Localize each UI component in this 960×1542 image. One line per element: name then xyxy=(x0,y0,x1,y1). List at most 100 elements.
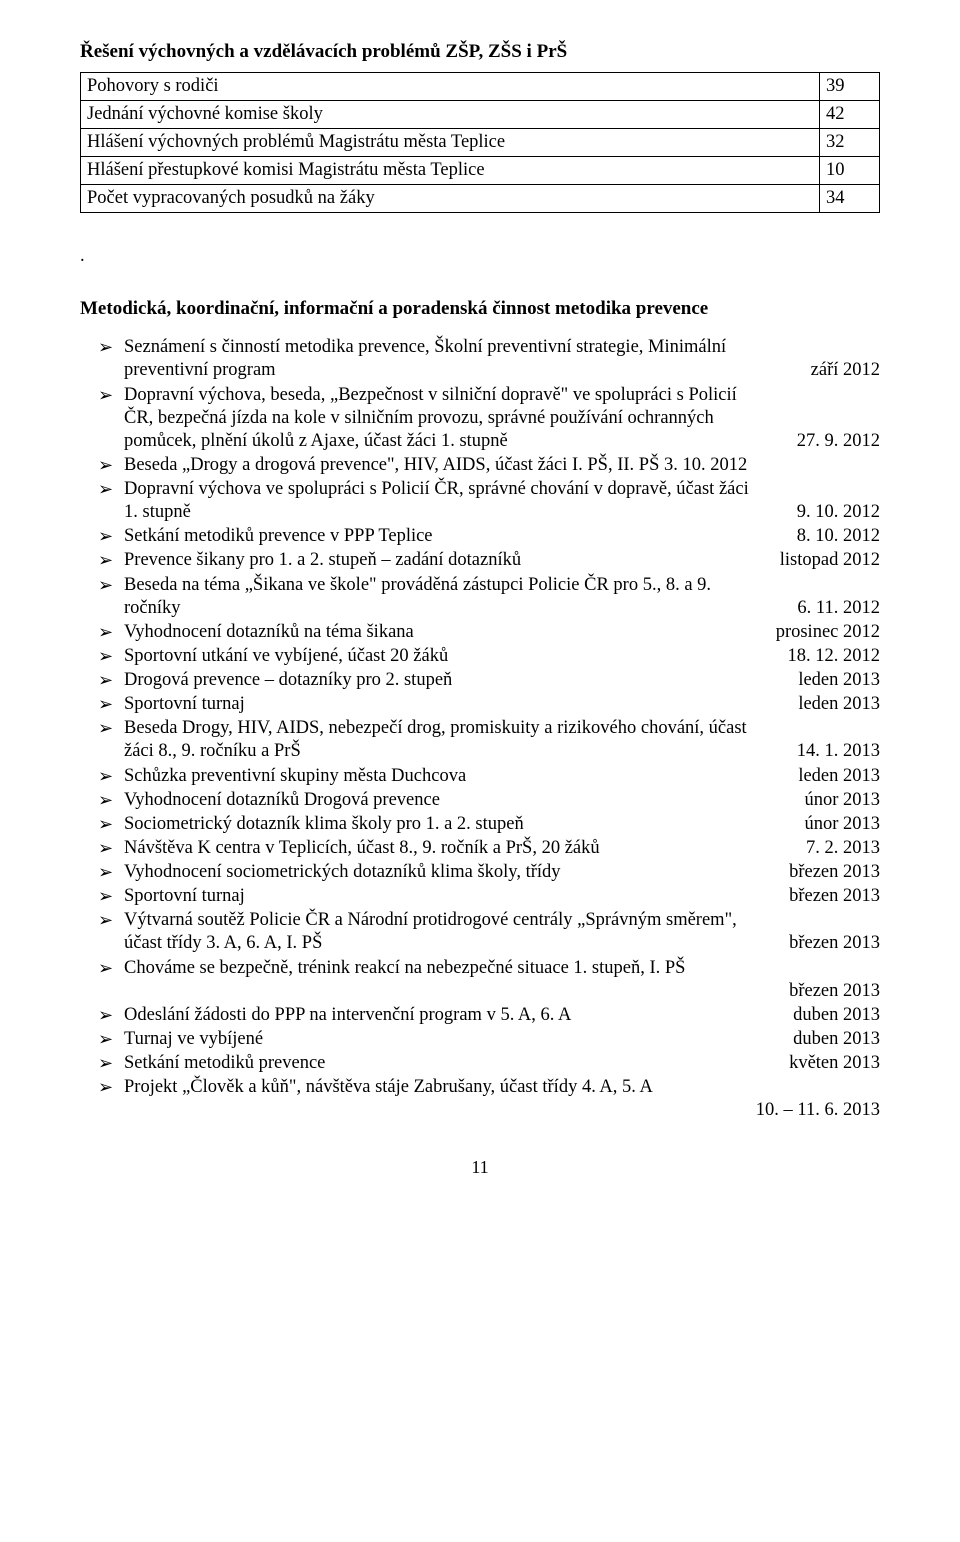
list-item: Vyhodnocení dotazníků na téma šikanapros… xyxy=(124,621,880,644)
list-text: Sportovní turnaj xyxy=(124,693,790,716)
list-date: březen 2013 xyxy=(781,861,880,884)
list-date: březen 2013 xyxy=(781,980,880,1003)
list-item: Vyhodnocení sociometrických dotazníků kl… xyxy=(124,861,880,884)
list-line: Vyhodnocení dotazníků na téma šikanapros… xyxy=(124,621,880,644)
list-date: březen 2013 xyxy=(781,885,880,908)
list-line: Odeslání žádosti do PPP na intervenční p… xyxy=(124,1004,880,1027)
list-date: únor 2013 xyxy=(796,789,880,812)
table-cell-value: 34 xyxy=(820,185,880,213)
table-row: Pohovory s rodiči39 xyxy=(81,72,880,100)
list-item: Prevence šikany pro 1. a 2. stupeň – zad… xyxy=(124,549,880,572)
list-line: Projekt „Člověk a kůň", návštěva stáje Z… xyxy=(124,1076,880,1099)
table-cell-label: Počet vypracovaných posudků na žáky xyxy=(81,185,820,213)
list-text: žáci 8., 9. ročníku a PrŠ xyxy=(124,740,789,763)
list-line: Dopravní výchova ve spolupráci s Policií… xyxy=(124,478,880,501)
list-line: Vyhodnocení dotazníků Drogová prevenceún… xyxy=(124,789,880,812)
list-item: Vyhodnocení dotazníků Drogová prevenceún… xyxy=(124,789,880,812)
list-item: Setkání metodiků prevencekvěten 2013 xyxy=(124,1052,880,1075)
list-text: Setkání metodiků prevence v PPP Teplice xyxy=(124,525,789,548)
list-date: 6. 11. 2012 xyxy=(789,597,880,620)
list-line: 1. stupně9. 10. 2012 xyxy=(124,501,880,524)
list-item: Setkání metodiků prevence v PPP Teplice8… xyxy=(124,525,880,548)
list-item: Sportovní turnajleden 2013 xyxy=(124,693,880,716)
list-item: Beseda na téma „Šikana ve škole" provádě… xyxy=(124,574,880,620)
list-text: Schůzka preventivní skupiny města Duchco… xyxy=(124,765,790,788)
list-text: pomůcek, plnění úkolů z Ajaxe, účast žác… xyxy=(124,430,789,453)
list-date: prosinec 2012 xyxy=(768,621,880,644)
table-cell-label: Hlášení výchovných problémů Magistrátu m… xyxy=(81,129,820,157)
list-text: Výtvarná soutěž Policie ČR a Národní pro… xyxy=(124,909,880,932)
problems-table: Pohovory s rodiči39Jednání výchovné komi… xyxy=(80,72,880,214)
list-line: Beseda Drogy, HIV, AIDS, nebezpečí drog,… xyxy=(124,717,880,740)
list-line: ročníky6. 11. 2012 xyxy=(124,597,880,620)
list-item: Beseda Drogy, HIV, AIDS, nebezpečí drog,… xyxy=(124,717,880,763)
list-item: Sociometrický dotazník klima školy pro 1… xyxy=(124,813,880,836)
list-item: Odeslání žádosti do PPP na intervenční p… xyxy=(124,1004,880,1027)
table-cell-value: 10 xyxy=(820,157,880,185)
list-line: žáci 8., 9. ročníku a PrŠ14. 1. 2013 xyxy=(124,740,880,763)
list-text: Sportovní turnaj xyxy=(124,885,781,908)
list-line: Beseda „Drogy a drogová prevence", HIV, … xyxy=(124,454,880,477)
list-text: Seznámení s činností metodika prevence, … xyxy=(124,336,880,359)
list-line: Sportovní turnajbřezen 2013 xyxy=(124,885,880,908)
list-item: Schůzka preventivní skupiny města Duchco… xyxy=(124,765,880,788)
list-date: březen 2013 xyxy=(781,932,880,955)
list-item: Výtvarná soutěž Policie ČR a Národní pro… xyxy=(124,909,880,955)
list-text: Dopravní výchova, beseda, „Bezpečnost v … xyxy=(124,384,880,407)
list-line: účast třídy 3. A, 6. A, I. PŠbřezen 2013 xyxy=(124,932,880,955)
list-line: Setkání metodiků prevencekvěten 2013 xyxy=(124,1052,880,1075)
list-text: ročníky xyxy=(124,597,789,620)
list-line: Návštěva K centra v Teplicích, účast 8.,… xyxy=(124,837,880,860)
list-line: Beseda na téma „Šikana ve škole" provádě… xyxy=(124,574,880,597)
list-text: Setkání metodiků prevence xyxy=(124,1052,781,1075)
list-text: preventivní program xyxy=(124,359,803,382)
list-line: 10. – 11. 6. 2013 xyxy=(124,1099,880,1122)
table-row: Hlášení výchovných problémů Magistrátu m… xyxy=(81,129,880,157)
list-date: květen 2013 xyxy=(781,1052,880,1075)
list-text: Beseda na téma „Šikana ve škole" provádě… xyxy=(124,574,880,597)
list-date: leden 2013 xyxy=(790,669,880,692)
list-item: Turnaj ve vybíjenéduben 2013 xyxy=(124,1028,880,1051)
list-date: září 2012 xyxy=(803,359,880,382)
table-row: Hlášení přestupkové komisi Magistrátu mě… xyxy=(81,157,880,185)
list-text: Chováme se bezpečně, trénink reakcí na n… xyxy=(124,957,880,980)
list-text: Vyhodnocení dotazníků na téma šikana xyxy=(124,621,768,644)
list-item: Dopravní výchova, beseda, „Bezpečnost v … xyxy=(124,384,880,453)
list-date: duben 2013 xyxy=(785,1028,880,1051)
list-line: Drogová prevence – dotazníky pro 2. stup… xyxy=(124,669,880,692)
list-text: Projekt „Člověk a kůň", návštěva stáje Z… xyxy=(124,1076,880,1099)
bullet-list: Seznámení s činností metodika prevence, … xyxy=(80,336,880,1122)
list-date: leden 2013 xyxy=(790,693,880,716)
list-item: Projekt „Člověk a kůň", návštěva stáje Z… xyxy=(124,1076,880,1122)
list-date: 27. 9. 2012 xyxy=(789,430,880,453)
list-text: Odeslání žádosti do PPP na intervenční p… xyxy=(124,1004,785,1027)
list-item: Sportovní utkání ve vybíjené, účast 20 ž… xyxy=(124,645,880,668)
table-row: Jednání výchovné komise školy42 xyxy=(81,100,880,128)
list-date: 14. 1. 2013 xyxy=(789,740,880,763)
table-cell-value: 42 xyxy=(820,100,880,128)
list-date: leden 2013 xyxy=(790,765,880,788)
list-date: 10. – 11. 6. 2013 xyxy=(748,1099,880,1122)
list-text: Dopravní výchova ve spolupráci s Policií… xyxy=(124,478,880,501)
list-text: Vyhodnocení dotazníků Drogová prevence xyxy=(124,789,796,812)
list-text: Drogová prevence – dotazníky pro 2. stup… xyxy=(124,669,790,692)
list-line: Výtvarná soutěž Policie ČR a Národní pro… xyxy=(124,909,880,932)
period-dot: . xyxy=(80,245,880,268)
list-item: Drogová prevence – dotazníky pro 2. stup… xyxy=(124,669,880,692)
table-cell-label: Pohovory s rodiči xyxy=(81,72,820,100)
list-item: Beseda „Drogy a drogová prevence", HIV, … xyxy=(124,454,880,477)
list-line: Vyhodnocení sociometrických dotazníků kl… xyxy=(124,861,880,884)
list-item: Dopravní výchova ve spolupráci s Policií… xyxy=(124,478,880,524)
list-line: Chováme se bezpečně, trénink reakcí na n… xyxy=(124,957,880,980)
list-item: Návštěva K centra v Teplicích, účast 8.,… xyxy=(124,837,880,860)
list-line: Prevence šikany pro 1. a 2. stupeň – zad… xyxy=(124,549,880,572)
list-date: listopad 2012 xyxy=(772,549,880,572)
list-text: 1. stupně xyxy=(124,501,789,524)
list-date: 7. 2. 2013 xyxy=(798,837,880,860)
page-title: Řešení výchovných a vzdělávacích problém… xyxy=(80,40,880,64)
list-text: účast třídy 3. A, 6. A, I. PŠ xyxy=(124,932,781,955)
list-item: Chováme se bezpečně, trénink reakcí na n… xyxy=(124,957,880,1003)
list-date: duben 2013 xyxy=(785,1004,880,1027)
table-row: Počet vypracovaných posudků na žáky34 xyxy=(81,185,880,213)
list-date: 8. 10. 2012 xyxy=(789,525,880,548)
